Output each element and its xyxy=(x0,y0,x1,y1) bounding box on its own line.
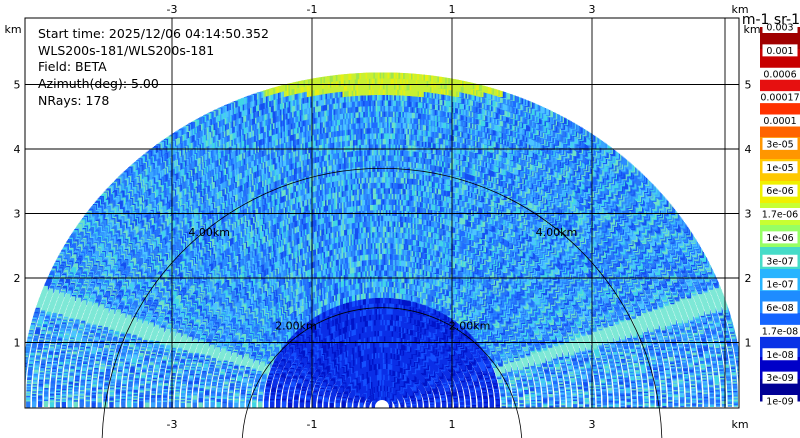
heatmap-cell xyxy=(372,404,375,410)
heatmap-cell xyxy=(217,402,221,408)
heatmap-cell xyxy=(306,402,310,408)
heatmap-cell xyxy=(258,402,262,408)
heatmap-cell xyxy=(264,404,268,410)
